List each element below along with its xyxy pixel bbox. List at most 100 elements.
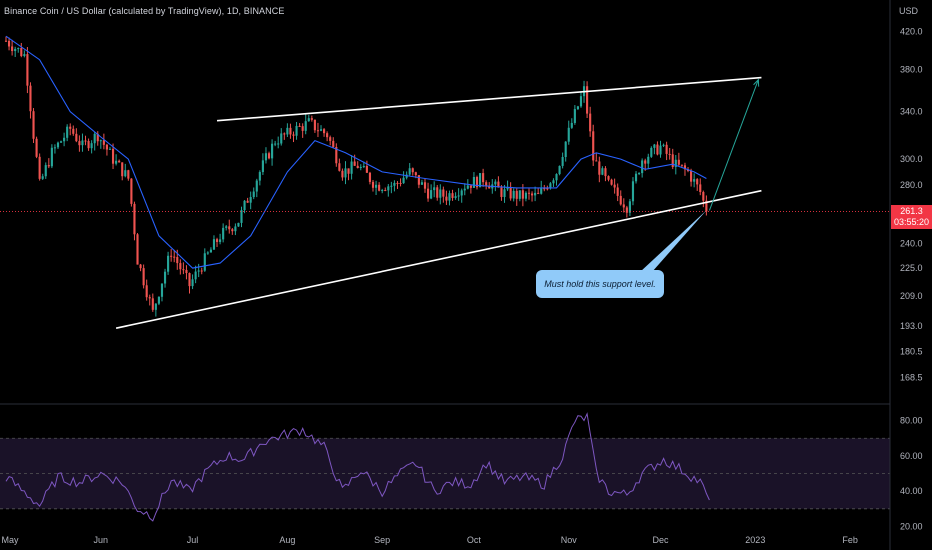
candle-body (378, 184, 381, 191)
candle-body (167, 255, 170, 272)
candle-body (96, 133, 99, 142)
candle-body (329, 137, 332, 141)
candle-body (537, 192, 540, 194)
candle-body (219, 239, 222, 242)
support-callout[interactable]: Must hold this support level. (536, 270, 664, 298)
price-pane[interactable] (0, 35, 890, 329)
candle-body (622, 204, 625, 208)
candle-body (335, 146, 338, 164)
candle-body (420, 182, 424, 185)
candle-body (133, 203, 136, 235)
candle-body (693, 179, 696, 182)
candle-body (396, 182, 399, 184)
channel-bottom-trendline[interactable] (115, 189, 762, 329)
candle-body (295, 125, 298, 136)
candle-body (683, 165, 687, 170)
candle-body (604, 168, 607, 177)
candle-body (408, 168, 411, 175)
rsi-tick-label: 20.00 (900, 521, 923, 531)
rsi-pane[interactable] (0, 412, 890, 522)
time-tick-label: Jul (187, 535, 199, 545)
candle-body (304, 121, 307, 131)
price-tick-label: 380.0 (900, 65, 923, 75)
candle-body (561, 157, 564, 166)
candle-body (17, 48, 20, 50)
candle-body (148, 297, 151, 299)
candle-body (59, 141, 63, 143)
candle-body (555, 174, 558, 181)
price-tick-label: 225.0 (900, 263, 923, 273)
candle-body (644, 160, 647, 164)
candle-body (292, 134, 295, 136)
projection-arrow[interactable] (708, 79, 759, 211)
candle-body (341, 170, 344, 178)
candle-body (368, 172, 372, 182)
candle-body (111, 148, 115, 164)
candle-body (665, 144, 668, 154)
candle-body (274, 143, 277, 145)
candle-body (44, 165, 47, 177)
candle-body (280, 133, 283, 144)
candle-body (579, 96, 583, 107)
price-tick-label: 193.0 (900, 321, 923, 331)
candle-body (90, 143, 93, 149)
rsi-tick-label: 60.00 (900, 451, 923, 461)
candle-body (326, 133, 329, 138)
chart-title: Binance Coin / US Dollar (calculated by … (4, 6, 285, 16)
candle-body (225, 226, 228, 228)
candle-body (469, 185, 472, 188)
candle-body (154, 303, 157, 310)
countdown-timer: 03:55:20 (893, 217, 930, 228)
candle-body (650, 147, 653, 157)
candle-body (298, 125, 301, 127)
candle-body (105, 144, 108, 150)
rsi-tick-label: 40.00 (900, 486, 923, 496)
candle-body (139, 264, 142, 269)
candle-body (671, 154, 674, 167)
candle-body (463, 188, 466, 191)
candle-body (475, 177, 479, 188)
candle-body (478, 173, 482, 188)
candle-body (631, 181, 635, 202)
candle-body (442, 189, 445, 197)
candle-body (179, 263, 182, 270)
candle-body (81, 140, 84, 146)
candle-body (439, 189, 442, 198)
candle-body (20, 48, 23, 57)
candle-body (656, 144, 659, 155)
candle-body (625, 207, 628, 213)
candle-body (595, 160, 598, 162)
candle-body (384, 189, 387, 191)
time-tick-label: Jun (94, 535, 109, 545)
candle-body (423, 182, 427, 189)
candle-body (365, 166, 368, 173)
candle-body (634, 173, 638, 182)
candle-body (699, 184, 702, 192)
callout-pointer (640, 210, 707, 272)
candle-body (69, 126, 72, 129)
candle-body (240, 210, 243, 223)
time-tick-label: Aug (279, 535, 295, 545)
candle-body (332, 140, 335, 147)
candle-body (124, 170, 127, 177)
candle-body (417, 175, 420, 185)
candle-body (176, 257, 179, 264)
candle-body (638, 173, 641, 175)
candle-body (448, 193, 451, 201)
candle-body (87, 140, 90, 149)
candle-body (182, 269, 185, 271)
candle-body (589, 113, 592, 132)
candle-body (136, 234, 139, 265)
candle-body (66, 126, 69, 138)
candle-body (157, 296, 160, 304)
candle-body (390, 185, 393, 187)
candle-body (41, 176, 44, 179)
candle-body (494, 181, 497, 185)
callout-text: Must hold this support level. (544, 279, 656, 289)
candle-body (283, 133, 286, 135)
candle-body (503, 189, 506, 197)
channel-top-trendline[interactable] (216, 76, 762, 122)
time-tick-label: Dec (652, 535, 669, 545)
